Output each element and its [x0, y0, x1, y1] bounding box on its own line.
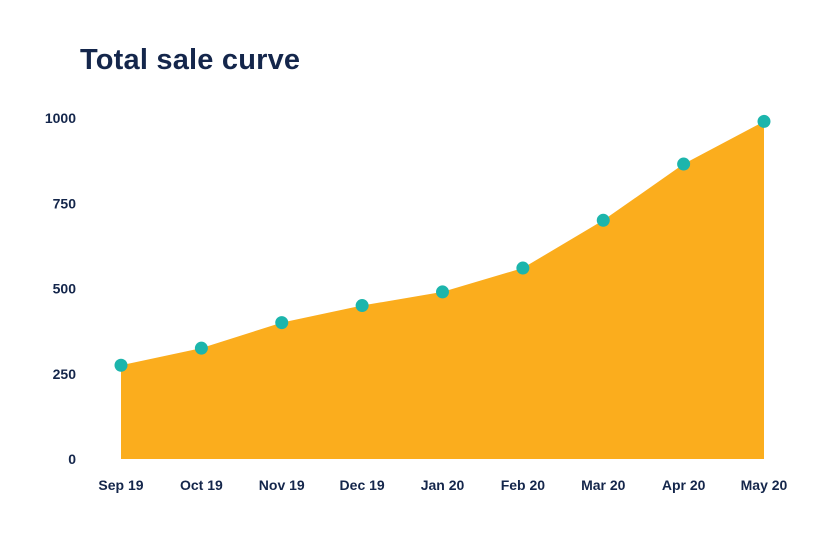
data-point-marker: [194, 341, 208, 355]
y-tick-label: 500: [53, 281, 77, 297]
x-tick-label: Nov 19: [259, 477, 305, 493]
x-tick-label: May 20: [741, 477, 788, 493]
y-tick-label: 750: [53, 195, 77, 211]
sales-area-fill: [121, 121, 764, 459]
data-point-marker: [677, 157, 691, 171]
chart-title: Total sale curve: [80, 44, 301, 76]
y-tick-label: 0: [68, 451, 76, 467]
data-point-marker: [355, 299, 369, 313]
x-tick-label: Sep 19: [98, 477, 143, 493]
data-point-marker: [436, 285, 449, 299]
data-point-marker: [516, 261, 530, 275]
x-tick-label: Dec 19: [340, 477, 385, 493]
x-tick-label: Jan 20: [421, 477, 465, 493]
x-tick-label: Mar 20: [581, 477, 626, 493]
x-tick-label: Feb 20: [501, 477, 546, 493]
y-tick-label: 1000: [45, 110, 76, 126]
x-tick-label: Apr 20: [662, 477, 706, 493]
data-point-marker: [596, 213, 610, 227]
data-point-marker: [757, 114, 771, 128]
data-point-marker: [275, 316, 289, 330]
x-tick-label: Oct 19: [180, 477, 223, 493]
data-point-marker: [114, 358, 128, 372]
y-tick-label: 250: [53, 366, 77, 382]
